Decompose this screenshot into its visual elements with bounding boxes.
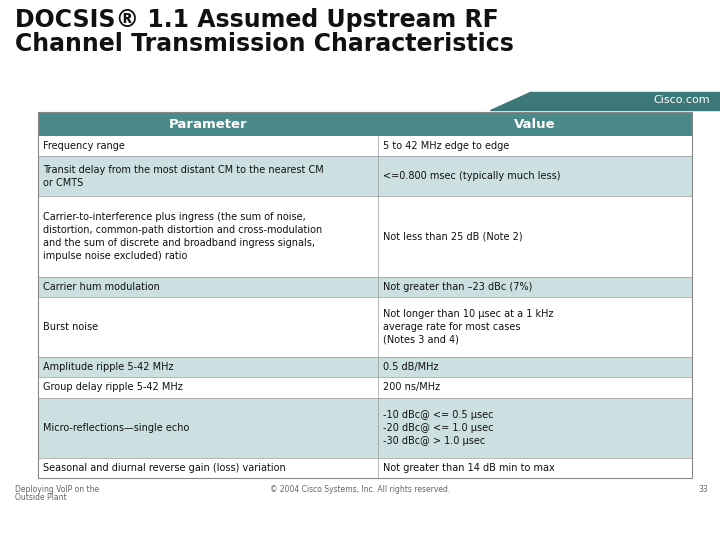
Text: 0.5 dB/MHz: 0.5 dB/MHz	[383, 362, 438, 373]
Bar	[38, 112, 692, 478]
Text: Frequency range: Frequency range	[43, 141, 125, 151]
Polygon shape	[490, 92, 720, 110]
Text: DOCSIS® 1.1 Assumed Upstream RF: DOCSIS® 1.1 Assumed Upstream RF	[15, 8, 499, 32]
Text: Cisco.com: Cisco.com	[653, 95, 710, 105]
Bar	[38, 277, 692, 297]
Bar	[38, 136, 692, 156]
Text: © 2004 Cisco Systems, Inc. All rights reserved.: © 2004 Cisco Systems, Inc. All rights re…	[270, 485, 450, 494]
Bar	[38, 297, 692, 357]
Text: Outside Plant: Outside Plant	[15, 493, 67, 502]
Bar	[38, 357, 692, 377]
Text: Not greater than –23 dBc (7%): Not greater than –23 dBc (7%)	[383, 282, 533, 292]
Bar	[38, 197, 692, 277]
Text: Not greater than 14 dB min to max: Not greater than 14 dB min to max	[383, 463, 555, 473]
Text: 5 to 42 MHz edge to edge: 5 to 42 MHz edge to edge	[383, 141, 509, 151]
Text: Value: Value	[514, 118, 556, 131]
Text: Carrier hum modulation: Carrier hum modulation	[43, 282, 160, 292]
Bar	[38, 458, 692, 478]
Bar	[38, 377, 692, 397]
Text: 200 ns/MHz: 200 ns/MHz	[383, 382, 440, 393]
Text: Group delay ripple 5-42 MHz: Group delay ripple 5-42 MHz	[43, 382, 183, 393]
Text: 33: 33	[698, 485, 708, 494]
Text: Parameter: Parameter	[168, 118, 248, 131]
Text: -10 dBc@ <= 0.5 μsec
-20 dBc@ <= 1.0 μsec
-30 dBc@ > 1.0 μsec: -10 dBc@ <= 0.5 μsec -20 dBc@ <= 1.0 μse…	[383, 410, 494, 446]
Text: Not less than 25 dB (Note 2): Not less than 25 dB (Note 2)	[383, 232, 523, 241]
Bar	[38, 156, 692, 197]
Text: <=0.800 msec (typically much less): <=0.800 msec (typically much less)	[383, 171, 561, 181]
Text: Channel Transmission Characteristics: Channel Transmission Characteristics	[15, 32, 514, 56]
Text: Deploying VoIP on the: Deploying VoIP on the	[15, 485, 99, 494]
Text: Burst noise: Burst noise	[43, 322, 98, 332]
Bar	[38, 112, 692, 136]
Bar	[38, 397, 692, 458]
Text: Carrier-to-interference plus ingress (the sum of noise,
distortion, common-path : Carrier-to-interference plus ingress (th…	[43, 212, 323, 261]
Text: Amplitude ripple 5-42 MHz: Amplitude ripple 5-42 MHz	[43, 362, 174, 373]
Text: Seasonal and diurnal reverse gain (loss) variation: Seasonal and diurnal reverse gain (loss)…	[43, 463, 286, 473]
Text: Not longer than 10 μsec at a 1 kHz
average rate for most cases
(Notes 3 and 4): Not longer than 10 μsec at a 1 kHz avera…	[383, 309, 554, 345]
Text: Transit delay from the most distant CM to the nearest CM
or CMTS: Transit delay from the most distant CM t…	[43, 165, 324, 187]
Text: Micro-reflections—single echo: Micro-reflections—single echo	[43, 423, 189, 433]
